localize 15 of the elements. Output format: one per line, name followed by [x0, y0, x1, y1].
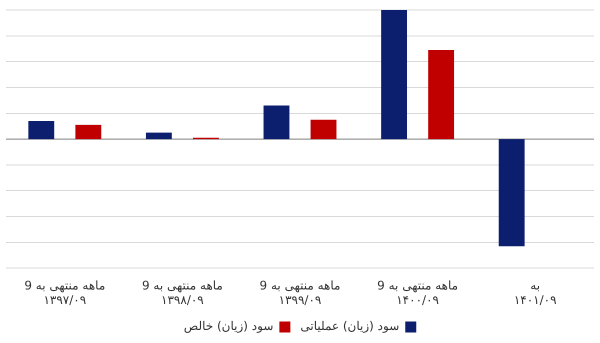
bar [428, 50, 454, 140]
bar [310, 120, 336, 140]
bar [264, 106, 290, 140]
x-tick-label: به ۱۴۰۱/۰۹ [514, 278, 557, 307]
x-tick-label: 9 ماهه منتهی به ۱۴۰۰/۰۹ [377, 278, 458, 307]
bar [28, 121, 54, 140]
x-tick-label: 9 ماهه منتهی به ۱۳۹۹/۰۹ [260, 278, 340, 307]
bar [498, 139, 525, 246]
bar [75, 124, 102, 140]
bar [381, 10, 408, 140]
bar [146, 132, 172, 140]
legend-label: سود (زیان) خالص [184, 319, 274, 334]
legend-label: سود (زیان) عملیاتی [300, 319, 400, 334]
x-tick-label: 9 ماهه منتهی به ۱۳۹۸/۰۹ [142, 278, 223, 307]
x-tick-label: 9 ماهه منتهی به ۱۳۹۷/۰۹ [24, 278, 106, 307]
